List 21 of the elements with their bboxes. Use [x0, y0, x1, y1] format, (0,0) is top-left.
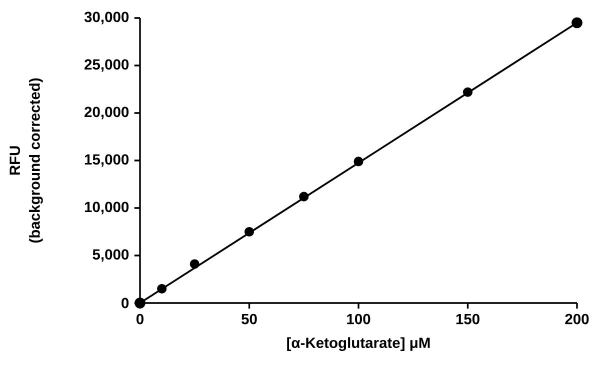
point: [244, 226, 254, 237]
x-tick-label: 200: [565, 314, 589, 324]
y-tick-label: 20,000: [84, 106, 129, 120]
x-tick-label: 100: [347, 314, 370, 324]
y-tick-label: 0: [122, 298, 129, 308]
point: [299, 192, 309, 202]
y-tick-label: 5,000: [92, 249, 129, 262]
x-tick-label: 50: [242, 314, 257, 324]
x-tick-label: 150: [456, 314, 480, 324]
point: [157, 284, 167, 294]
y-tick-label: 30,000: [84, 12, 129, 24]
x-tick-label: 0: [136, 314, 144, 324]
y-tick-label: 25,000: [84, 59, 129, 72]
y-tick-label: 10,000: [84, 202, 129, 214]
text: (background corrected): [29, 78, 43, 243]
point: [190, 259, 200, 269]
x-axis-title: [α-Ketoglutarate] μM: [287, 337, 430, 352]
point: [462, 87, 473, 97]
point: [354, 156, 364, 166]
y-tick-label: 15,000: [84, 154, 129, 167]
y-axis-title: RFU: [10, 146, 20, 175]
